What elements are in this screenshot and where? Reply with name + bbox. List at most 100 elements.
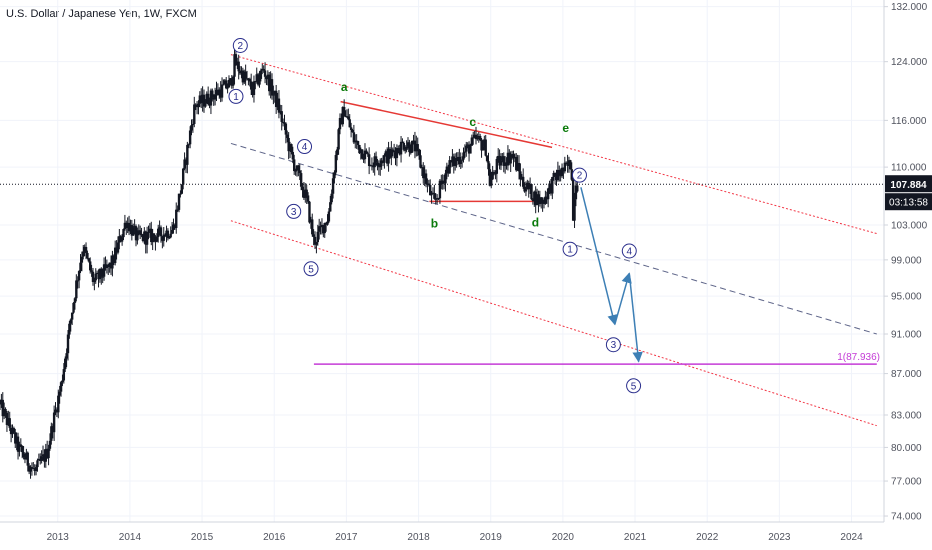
candle-body <box>323 222 326 234</box>
candle-body <box>151 233 154 243</box>
x-tick-label: 2016 <box>263 532 286 543</box>
candle-body <box>249 81 253 90</box>
candle-body <box>297 165 300 171</box>
candle-body <box>569 160 572 170</box>
candle-body <box>295 165 299 171</box>
candle-body <box>405 146 408 150</box>
candle-body <box>434 198 437 200</box>
candle-body <box>287 137 290 152</box>
candle-body <box>495 158 499 174</box>
candle-body <box>177 193 181 210</box>
candle-body <box>545 196 548 200</box>
candle-body <box>413 140 417 152</box>
candle-body <box>391 149 394 151</box>
candle-body <box>433 193 436 199</box>
candle-body <box>195 105 199 108</box>
candle-body <box>120 237 124 242</box>
candle-body <box>87 258 91 262</box>
candle-body <box>351 129 354 133</box>
drawing-layer <box>0 54 884 427</box>
y-tick-label: 77.000 <box>891 477 922 488</box>
candle-body <box>379 163 382 168</box>
candle-body <box>376 162 379 167</box>
candle-body <box>248 78 251 82</box>
countdown-label: 03:13:58 <box>889 198 928 209</box>
candle-body <box>426 183 429 185</box>
candle-body <box>427 183 431 185</box>
candle-body <box>163 234 167 237</box>
candle-body <box>308 201 311 223</box>
candle-body <box>449 160 453 163</box>
x-tick-label: 2019 <box>480 532 503 543</box>
candle-body <box>98 268 102 280</box>
candle-body <box>89 261 92 271</box>
candle-body <box>33 468 36 472</box>
candle-body <box>234 54 238 66</box>
candle-body <box>161 236 164 241</box>
wave-label-3: 3 <box>291 207 297 218</box>
wave-label-circle <box>621 243 637 259</box>
candle-body <box>175 209 178 228</box>
candle-body <box>530 184 533 200</box>
candle-body <box>211 90 214 98</box>
candle-body <box>470 137 474 146</box>
candle-body <box>437 198 440 200</box>
current-price-label: 107.884 <box>890 180 927 191</box>
candle-body <box>73 298 77 303</box>
candle-body <box>333 172 336 179</box>
candle-body <box>236 61 239 66</box>
candle-body <box>576 185 579 192</box>
candle-body <box>34 467 38 472</box>
candle-body <box>474 134 478 140</box>
candle-body <box>140 234 143 236</box>
candle-body <box>420 167 424 169</box>
candle-body <box>309 219 313 223</box>
candle-body <box>198 95 202 104</box>
candle-body <box>362 158 365 160</box>
y-tick-label: 116.000 <box>891 116 927 127</box>
candle-body <box>190 125 193 131</box>
candle-body <box>45 448 49 459</box>
candle-body <box>72 302 75 313</box>
candle-body <box>55 409 59 413</box>
candle-body <box>301 186 304 191</box>
triangle-upper-line <box>340 100 553 149</box>
candle-body <box>254 81 257 83</box>
candle-body <box>9 427 13 435</box>
candle-body <box>138 230 142 235</box>
candle-body <box>280 111 283 122</box>
candle-body <box>127 222 131 232</box>
wave-label-e: e <box>562 121 569 135</box>
candle-body <box>509 156 512 164</box>
candle-body <box>12 428 16 433</box>
projection-arrow <box>580 187 618 326</box>
candle-body <box>490 179 493 186</box>
candle-body <box>447 166 450 174</box>
y-tick-label: 83.000 <box>891 411 922 422</box>
candle-body <box>355 140 358 142</box>
candle-body <box>472 137 475 139</box>
candle-body <box>565 162 568 164</box>
symbol-title: U.S. Dollar / Japanese Yen, 1W, FXCM <box>6 8 197 20</box>
candle-body <box>445 166 449 174</box>
candle-body <box>408 142 411 153</box>
candle-body <box>294 170 297 172</box>
candle-body <box>65 353 68 359</box>
candle-body <box>223 80 227 85</box>
candle-body <box>372 166 375 168</box>
candle-body <box>247 78 250 80</box>
candle-body <box>152 233 156 237</box>
candle-body <box>416 144 419 150</box>
candle-body <box>404 149 407 151</box>
candle-body <box>315 242 318 245</box>
candle-body <box>560 167 564 176</box>
candle-body <box>365 150 368 154</box>
candle-body <box>2 409 6 417</box>
candle-body <box>262 68 265 71</box>
candle-body <box>274 90 278 108</box>
candle-body <box>340 118 343 125</box>
candle-body <box>93 280 96 283</box>
candle-body <box>298 170 301 174</box>
